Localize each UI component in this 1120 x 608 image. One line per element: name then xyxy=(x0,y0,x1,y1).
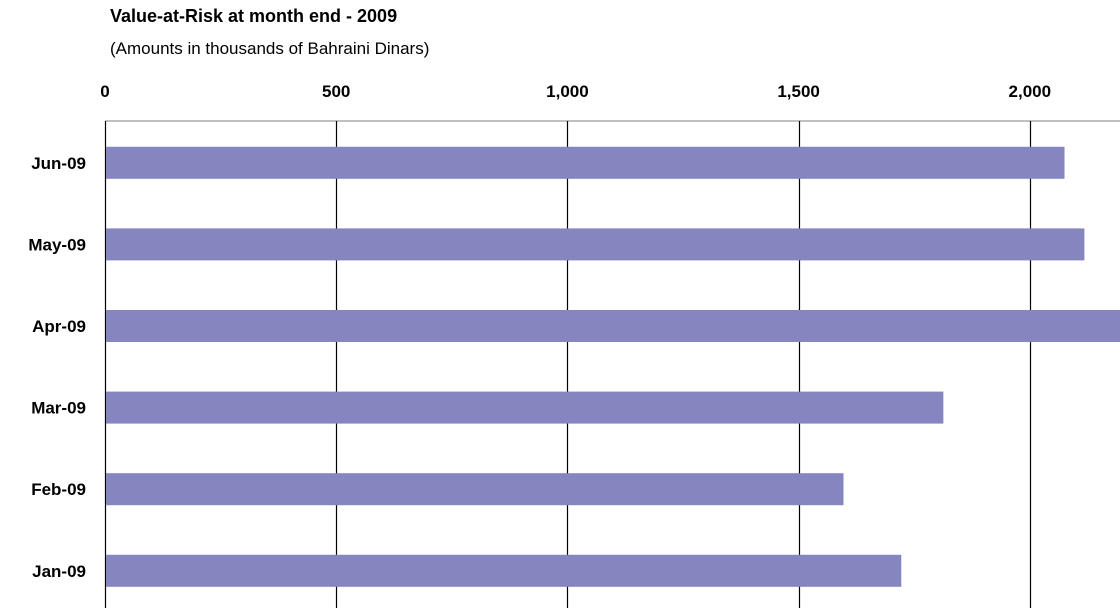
category-axis: Jun-09 May-09 Apr-09 Mar-09 Feb-09 Jan-09 xyxy=(28,154,86,581)
bar xyxy=(106,473,844,506)
x-tick-label: 1,000 xyxy=(546,82,589,101)
bar xyxy=(106,146,1065,179)
category-label: Feb-09 xyxy=(31,480,86,499)
bar xyxy=(106,391,944,424)
chart-subtitle: (Amounts in thousands of Bahraini Dinars… xyxy=(110,39,429,58)
category-label: Jan-09 xyxy=(32,562,86,581)
category-label: Jun-09 xyxy=(31,154,86,173)
grid xyxy=(104,120,1120,608)
bars xyxy=(106,146,1120,587)
category-label: Apr-09 xyxy=(32,317,86,336)
chart-title: Value-at-Risk at month end - 2009 xyxy=(110,6,397,26)
category-label: Mar-09 xyxy=(31,399,86,418)
bar xyxy=(106,228,1085,261)
x-tick-label: 0 xyxy=(100,82,109,101)
bar xyxy=(106,554,902,587)
category-label: May-09 xyxy=(28,235,86,254)
bar xyxy=(106,310,1120,342)
x-tick-label: 1,500 xyxy=(777,82,820,101)
x-tick-label: 2,000 xyxy=(1009,82,1052,101)
value-axis: 0 500 1,000 1,500 2,000 xyxy=(100,82,1051,101)
x-tick-label: 500 xyxy=(322,82,350,101)
